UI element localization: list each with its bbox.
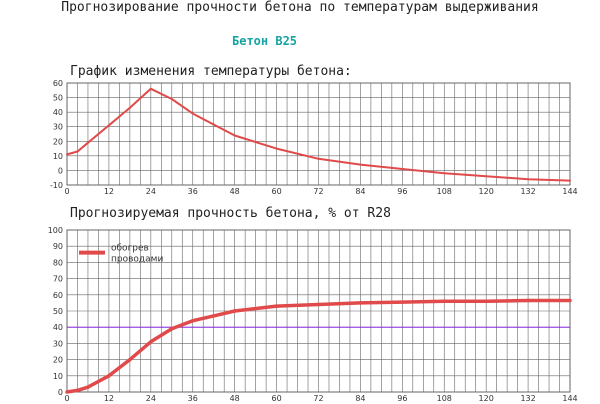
strength-data-point	[75, 388, 80, 393]
strength-y-tick-label: 70	[53, 275, 63, 284]
temp-x-tick-label: 96	[397, 187, 407, 196]
temp-data-point	[569, 179, 571, 182]
temp-data-point	[485, 175, 488, 178]
strength-data-point	[128, 357, 132, 362]
strength-data-point	[191, 318, 195, 323]
strength-y-tick-label: 20	[53, 356, 63, 365]
temp-data-point	[170, 98, 173, 101]
temp-y-tick-label: 40	[53, 108, 63, 117]
strength-y-tick-label: 100	[48, 226, 63, 235]
strength-data-point	[86, 385, 90, 389]
temp-data-point	[233, 134, 236, 137]
strength-x-tick-label: 72	[313, 394, 323, 403]
strength-x-tick-label: 48	[230, 394, 240, 403]
temp-data-point	[149, 87, 152, 90]
strength-data-point	[442, 299, 446, 304]
strength-data-point	[568, 298, 572, 303]
temp-data-point	[128, 106, 131, 109]
strength-data-point	[358, 301, 363, 305]
temp-y-tick-label: -10	[50, 181, 63, 190]
temp-x-tick-label: 12	[104, 187, 114, 196]
temp-x-tick-label: 108	[437, 187, 452, 196]
strength-x-tick-label: 96	[397, 394, 407, 403]
temp-data-point	[275, 147, 278, 150]
strength-x-tick-label: 24	[146, 394, 156, 403]
strength-y-tick-label: 80	[53, 258, 63, 267]
strength-x-tick-label: 36	[188, 394, 198, 403]
temp-data-point	[317, 157, 320, 160]
strength-data-point	[170, 327, 174, 331]
strength-x-tick-label: 144	[562, 394, 577, 403]
strength-data-point	[316, 302, 321, 307]
temp-x-tick-label: 144	[562, 187, 577, 196]
temp-x-tick-label: 84	[355, 187, 365, 196]
concrete-grade-label: Бетон B25	[232, 34, 298, 48]
temp-data-point	[401, 167, 404, 170]
strength-y-tick-label: 40	[53, 323, 63, 332]
temp-x-tick-label: 24	[146, 187, 156, 196]
temperature-chart: 0 12 24 36 48 60 72 84 96 108 120 132 144-1001020304…	[50, 79, 578, 196]
page-title: Прогнозирование прочности бетона по темп…	[61, 0, 539, 15]
temp-data-point	[443, 172, 446, 175]
strength-y-tick-label: 10	[53, 372, 63, 381]
temp-x-tick-label: 48	[230, 187, 240, 196]
strength-data-point	[149, 340, 153, 344]
temp-x-tick-label: 0	[64, 187, 69, 196]
strength-data-point	[107, 374, 111, 378]
temp-data-point	[76, 150, 79, 153]
temp-x-tick-label: 120	[479, 187, 494, 196]
temp-data-point	[107, 124, 110, 127]
strength-y-tick-label: 50	[53, 307, 63, 316]
strength-data-point	[211, 314, 216, 318]
temp-data-point	[191, 112, 194, 115]
temp-y-tick-label: 30	[53, 123, 63, 132]
temp-data-point	[527, 178, 530, 181]
strength-legend-label: проводами	[111, 255, 163, 265]
strength-data-point	[484, 299, 488, 304]
strength-y-tick-label: 0	[58, 388, 63, 397]
temp-x-tick-label: 132	[520, 187, 535, 196]
temp-data-point	[66, 153, 68, 156]
strength-data-point	[526, 298, 530, 303]
temp-y-tick-label: 60	[53, 79, 63, 88]
temp-y-tick-label: 0	[58, 166, 63, 175]
strength-x-tick-label: 120	[479, 394, 494, 403]
strength-y-tick-label: 60	[53, 291, 63, 300]
temp-x-tick-label: 72	[313, 187, 323, 196]
temp-data-point	[86, 141, 89, 144]
temp-x-tick-label: 36	[188, 187, 198, 196]
temp-x-tick-label: 60	[271, 187, 281, 196]
temp-data-point	[359, 163, 362, 166]
strength-data-point	[400, 300, 405, 304]
strength-x-tick-label: 84	[355, 394, 365, 403]
temp-y-tick-label: 20	[53, 137, 63, 146]
strength-y-tick-label: 90	[53, 242, 63, 251]
strength-data-point	[274, 304, 279, 308]
strength-legend-label: обогрев	[111, 244, 149, 254]
temperature-chart-title: График изменения температуры бетона:	[70, 64, 352, 79]
strength-data-point	[232, 309, 237, 313]
strength-x-tick-label: 108	[437, 394, 452, 403]
strength-y-tick-label: 30	[53, 339, 63, 348]
strength-x-tick-label: 12	[104, 394, 114, 403]
strength-x-tick-label: 60	[271, 394, 281, 403]
strength-data-point	[65, 390, 69, 394]
temp-y-tick-label: 50	[53, 94, 63, 103]
temp-y-tick-label: 10	[53, 152, 63, 161]
strength-series-line	[66, 298, 570, 394]
strength-x-tick-label: 0	[64, 394, 69, 403]
strength-chart-title: Прогнозируемая прочность бетона, % от R2…	[70, 206, 391, 221]
strength-x-tick-label: 132	[520, 394, 535, 403]
